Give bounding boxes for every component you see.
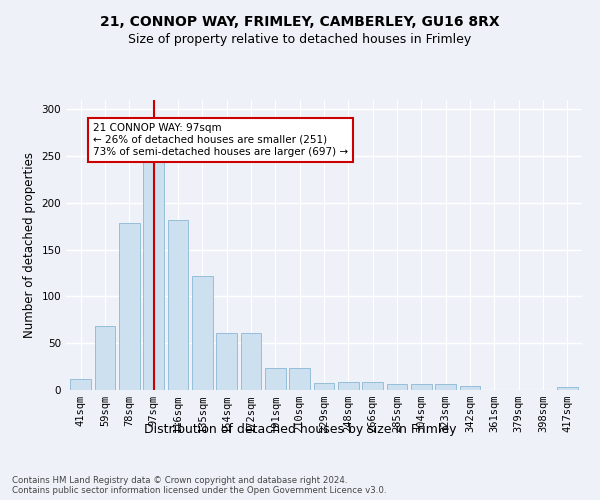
Bar [167,220,188,390]
Text: 21, CONNOP WAY, FRIMLEY, CAMBERLEY, GU16 8RX: 21, CONNOP WAY, FRIMLEY, CAMBERLEY, GU16… [100,15,500,29]
Bar [436,384,456,390]
Bar [143,161,164,390]
Y-axis label: Number of detached properties: Number of detached properties [23,152,36,338]
Bar [241,333,262,390]
Bar [362,382,383,390]
Bar [557,387,578,390]
Text: Size of property relative to detached houses in Frimley: Size of property relative to detached ho… [128,32,472,46]
Bar [216,333,237,390]
Bar [411,384,432,390]
Bar [338,382,359,390]
Bar [265,368,286,390]
Bar [70,379,91,390]
Bar [192,276,212,390]
Text: 21 CONNOP WAY: 97sqm
← 26% of detached houses are smaller (251)
73% of semi-deta: 21 CONNOP WAY: 97sqm ← 26% of detached h… [93,124,348,156]
Bar [314,384,334,390]
Bar [386,384,407,390]
Bar [119,222,140,390]
Bar [289,368,310,390]
Bar [95,326,115,390]
Bar [460,386,481,390]
Text: Distribution of detached houses by size in Frimley: Distribution of detached houses by size … [144,422,456,436]
Text: Contains HM Land Registry data © Crown copyright and database right 2024.
Contai: Contains HM Land Registry data © Crown c… [12,476,386,495]
